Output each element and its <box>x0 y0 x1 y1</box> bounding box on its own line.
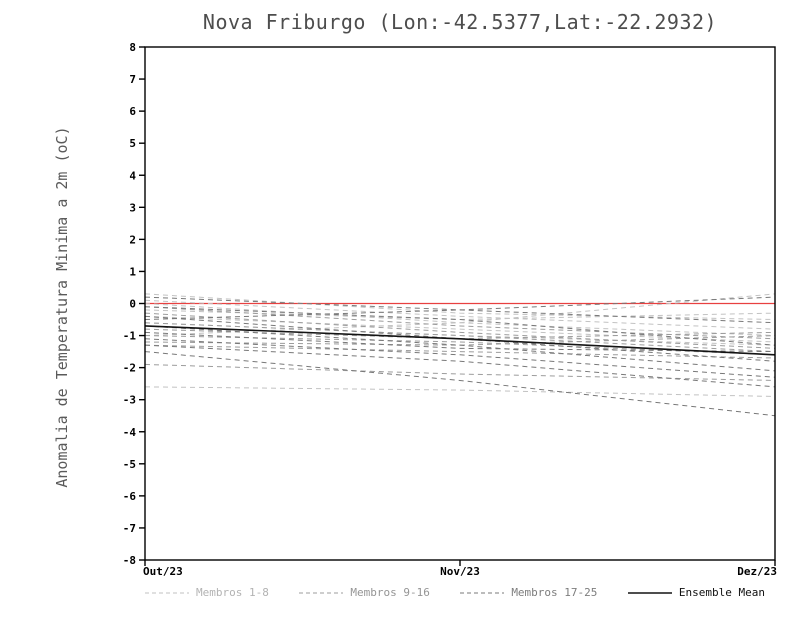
member-line-m7 <box>144 293 776 337</box>
ensemble-mean-line <box>144 325 776 356</box>
legend-item-2: Membros 17-25 <box>460 586 597 599</box>
legend-line-sample <box>460 592 505 593</box>
y-tick-label: -1 <box>123 330 137 343</box>
y-tick-label: -3 <box>123 394 136 407</box>
y-tick-label: 5 <box>129 137 136 150</box>
member-line-m2 <box>144 299 776 330</box>
legend-line-sample <box>299 592 344 593</box>
x-tick-label: Out/23 <box>143 565 183 578</box>
legend-item-3: Ensemble Mean <box>627 586 765 599</box>
chart-title: Nova Friburgo (Lon:-42.5377,Lat:-22.2932… <box>202 10 718 34</box>
y-tick-label: 1 <box>129 265 136 278</box>
legend: Membros 1-8 Membros 9-16 Membros 17-25 Ense… <box>145 586 765 599</box>
y-tick-label: -4 <box>123 426 137 439</box>
legend-label: Membros 9-16 <box>350 586 430 599</box>
y-tick-label: 8 <box>129 41 136 54</box>
x-tick-label: Nov/23 <box>440 565 480 578</box>
member-line-m25 <box>144 296 776 321</box>
member-line-m18 <box>144 306 776 346</box>
legend-label: Membros 1-8 <box>196 586 269 599</box>
member-line-m5 <box>144 315 776 343</box>
legend-label: Membros 17-25 <box>511 586 598 599</box>
member-line-m20 <box>144 325 776 372</box>
member-line-m1 <box>144 293 776 321</box>
y-tick-label: 2 <box>129 233 136 246</box>
y-tick-label: 4 <box>129 169 136 182</box>
member-line-m23 <box>144 344 776 388</box>
legend-line-sample <box>145 592 189 593</box>
y-tick-label: -8 <box>123 554 136 567</box>
y-tick-label: 0 <box>129 298 136 311</box>
member-line-m8 <box>144 386 776 397</box>
y-tick-label: -6 <box>123 490 137 503</box>
legend-item-0: Membros 1-8 <box>145 586 269 599</box>
member-line-m4 <box>144 309 776 321</box>
legend-label: Ensemble Mean <box>678 586 765 599</box>
member-line-m24 <box>144 351 776 417</box>
member-line-m15 <box>144 344 776 359</box>
member-line-m21 <box>144 331 776 353</box>
member-line-m16 <box>144 363 776 381</box>
x-tick-label: Dez/23 <box>737 565 777 578</box>
y-tick-label: 6 <box>129 105 136 118</box>
y-tick-label: 3 <box>129 201 136 214</box>
plot-area: -8 -7 -6 -5 -4 -3 -2 -1 0 1 2 3 4 5 6 7 8 Out/23 Nov/23 Dez… <box>123 41 777 578</box>
y-tick-label: 7 <box>129 73 136 86</box>
legend-line-sample <box>627 591 672 594</box>
legend-item-1: Membros 9-16 <box>299 586 430 599</box>
member-line-m10 <box>144 312 776 349</box>
y-tick-label: -5 <box>123 458 136 471</box>
member-line-m22 <box>144 338 776 378</box>
y-tick-label: -2 <box>123 362 136 375</box>
member-line-m11 <box>144 322 776 353</box>
y-tick-label: -7 <box>123 522 136 535</box>
